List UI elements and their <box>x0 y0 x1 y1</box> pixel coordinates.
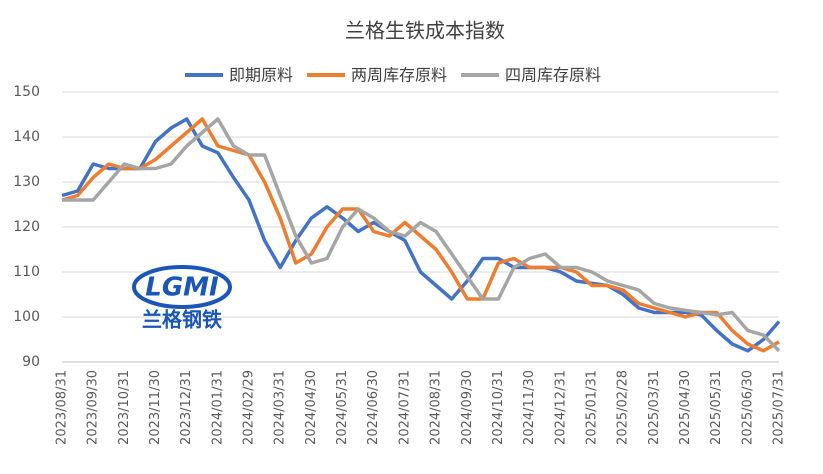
x-tick-label: 2025/07/31 <box>772 370 787 445</box>
logo: LGMI 兰格钢铁 <box>132 265 232 332</box>
x-tick-label: 2023/12/31 <box>179 370 194 445</box>
x-tick-label: 2025/01/31 <box>584 370 599 445</box>
x-tick-label: 2024/01/31 <box>210 370 225 445</box>
x-tick-label: 2023/10/31 <box>117 370 132 445</box>
x-tick-label: 2023/09/30 <box>86 370 101 445</box>
y-tick-label: 90 <box>22 354 40 370</box>
chart-title: 兰格生铁成本指数 <box>345 19 505 43</box>
x-tick-label: 2024/12/31 <box>553 370 568 445</box>
logo-ring <box>132 265 232 309</box>
y-tick-label: 110 <box>13 264 40 280</box>
x-tick-label: 2025/04/30 <box>678 370 693 445</box>
x-tick-label: 2024/06/30 <box>366 370 381 445</box>
logo-abbr: LGMI <box>145 273 219 303</box>
x-tick-label: 2025/06/30 <box>740 370 755 445</box>
x-tick-label: 2024/09/30 <box>460 370 475 445</box>
x-tick-label: 2024/10/31 <box>491 370 506 445</box>
x-tick-label: 2025/03/31 <box>647 370 662 445</box>
y-tick-label: 100 <box>13 309 40 325</box>
x-tick-label: 2024/05/31 <box>335 370 350 445</box>
x-tick-label: 2025/05/31 <box>709 370 724 445</box>
series-line <box>61 117 781 353</box>
logo-name: 兰格钢铁 <box>142 308 222 332</box>
y-tick-label: 140 <box>13 129 40 145</box>
legend-label: 两周库存原料 <box>351 66 447 85</box>
x-tick-label: 2025/02/28 <box>616 370 631 445</box>
legend-label: 四周库存原料 <box>505 66 601 85</box>
series-line <box>62 117 781 353</box>
x-tick-label: 2024/08/31 <box>429 370 444 445</box>
x-tick-label: 2024/04/30 <box>304 370 319 445</box>
x-tick-label: 2024/11/30 <box>522 370 537 445</box>
x-tick-label: 2024/07/31 <box>397 370 412 445</box>
x-tick-label: 2024/03/31 <box>273 370 288 445</box>
y-tick-label: 120 <box>13 219 40 235</box>
legend-label: 即期原料 <box>229 66 293 85</box>
series-line <box>61 117 780 353</box>
legend: 即期原料 两周库存原料 四周库存原料 <box>185 66 601 85</box>
y-tick-label: 150 <box>13 84 40 100</box>
y-tick-label: 130 <box>13 174 40 190</box>
x-tick-label: 2024/02/29 <box>242 370 257 445</box>
x-tick-label: 2023/11/30 <box>148 370 163 445</box>
x-tick-label: 2023/08/31 <box>55 370 70 445</box>
